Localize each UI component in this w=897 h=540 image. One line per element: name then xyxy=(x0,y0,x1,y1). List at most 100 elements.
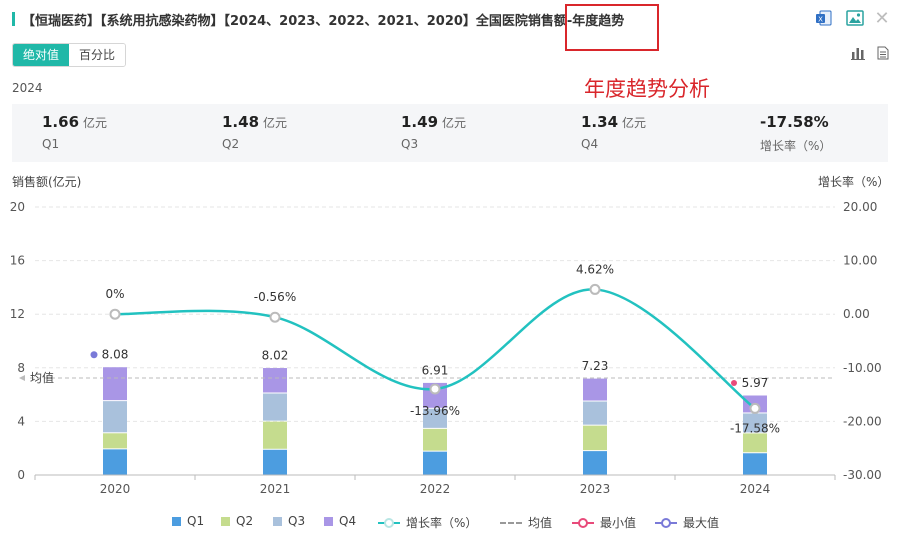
legend-min[interactable]: 最小值 xyxy=(572,514,636,531)
y2-tick-label: -10.00 xyxy=(843,361,882,375)
growth-point xyxy=(269,311,281,323)
legend-label: Q4 xyxy=(339,514,357,528)
bar-q2 xyxy=(103,433,127,449)
summary-unit: 亿元 xyxy=(263,116,288,130)
q4-swatch xyxy=(324,516,333,526)
summary-unit: 亿元 xyxy=(442,116,467,130)
bar-q3 xyxy=(583,401,607,425)
value-mode-toggle: 绝对值 百分比 xyxy=(12,43,127,67)
total-label: 7.23 xyxy=(582,359,609,373)
bar-q2 xyxy=(583,425,607,451)
bar-q1 xyxy=(743,453,767,475)
bar-q1 xyxy=(583,451,607,475)
summary-label: Q1 xyxy=(42,137,60,151)
min-marker-icon xyxy=(572,517,594,529)
average-marker-icon xyxy=(19,374,25,381)
close-icon[interactable]: ✕ xyxy=(874,7,890,29)
growth-line xyxy=(114,288,756,410)
growth-line-icon xyxy=(378,517,400,529)
bar-q2 xyxy=(423,428,447,451)
image-export-icon[interactable] xyxy=(845,8,865,28)
legend-average[interactable]: 均值 xyxy=(500,514,552,531)
legend-label: Q2 xyxy=(236,514,254,528)
summary-q2: 1.48 亿元 Q2 xyxy=(222,112,287,151)
summary-panel: 1.66 亿元 Q1 1.48 亿元 Q2 1.49 亿元 Q3 1.34 亿元 Q4 … xyxy=(12,104,888,162)
bar-q2 xyxy=(263,421,287,449)
x-tick-label: 2020 xyxy=(100,482,131,496)
legend-q1[interactable]: Q1 xyxy=(172,514,204,528)
legend-label: 均值 xyxy=(528,516,553,530)
y-axis-title: 销售额(亿元) xyxy=(12,175,82,189)
bar-q3 xyxy=(103,401,127,433)
summary-value: -17.58% xyxy=(760,113,829,131)
bar-q2 xyxy=(743,433,767,453)
y2-tick-label: 10.00 xyxy=(843,254,877,268)
summary-label: Q3 xyxy=(401,137,419,151)
y-tick-label: 4 xyxy=(17,414,25,428)
growth-point xyxy=(429,383,441,395)
summary-unit: 亿元 xyxy=(83,116,108,130)
summary-growth: -17.58% 增长率（%） xyxy=(760,112,831,154)
growth-label: -17.58% xyxy=(730,421,780,435)
title-accent-mark xyxy=(12,12,15,26)
average-label: 均值 xyxy=(30,370,54,385)
bar-q3 xyxy=(743,413,767,433)
q3-swatch xyxy=(273,516,282,526)
bar-chart-icon[interactable] xyxy=(849,46,867,64)
bar-q1 xyxy=(263,449,287,475)
summary-label: 增长率（%） xyxy=(760,139,832,153)
summary-value: 1.66 xyxy=(42,113,80,131)
bar-q1 xyxy=(423,451,447,475)
percentage-tab[interactable]: 百分比 xyxy=(69,44,126,66)
legend-label: Q3 xyxy=(288,514,306,528)
sales-trend-chart: 0 4 8 12 16 20 -30.00 -20.00 -10.00 0.00 10.00 20.0… xyxy=(10,200,882,496)
y-tick-label: 16 xyxy=(10,254,25,268)
max-marker xyxy=(90,351,98,359)
legend-q3[interactable]: Q3 xyxy=(273,514,305,528)
y2-axis-title: 增长率（%） xyxy=(818,175,890,189)
bar-q4 xyxy=(583,378,607,401)
svg-text:X: X xyxy=(818,16,823,24)
growth-label: 0% xyxy=(105,287,124,301)
average-line-icon xyxy=(500,517,522,529)
growth-point xyxy=(589,283,601,295)
growth-label: -13.96% xyxy=(410,404,460,418)
growth-label: 4.62% xyxy=(576,262,614,276)
y2-tick-label: -20.00 xyxy=(843,414,882,428)
y-tick-label: 8 xyxy=(17,361,25,375)
legend-label: Q1 xyxy=(187,514,205,528)
summary-year: 2024 xyxy=(12,81,43,95)
title-bar: 【恒瑞医药】【系统用抗感染药物】【2024、2023、2022、2021、202… xyxy=(0,0,897,51)
total-label: 8.08 xyxy=(102,348,129,362)
growth-point xyxy=(749,402,761,414)
summary-q1: 1.66 亿元 Q1 xyxy=(42,112,107,151)
y2-tick-label: 0.00 xyxy=(843,307,870,321)
summary-label: Q2 xyxy=(222,137,240,151)
y2-tick-label: -30.00 xyxy=(843,468,882,482)
y2-tick-label: 20.00 xyxy=(843,200,877,214)
bar-q4 xyxy=(263,368,287,393)
legend-q4[interactable]: Q4 xyxy=(324,514,356,528)
growth-label: -0.56% xyxy=(254,290,296,304)
y-tick-label: 0 xyxy=(17,468,25,482)
summary-label: Q4 xyxy=(581,137,599,151)
legend-max[interactable]: 最大值 xyxy=(655,514,719,531)
min-marker xyxy=(731,380,737,387)
growth-point xyxy=(109,308,121,320)
document-icon[interactable] xyxy=(874,46,892,64)
absolute-value-tab[interactable]: 绝对值 xyxy=(13,44,70,66)
summary-value: 1.34 xyxy=(581,113,619,131)
highlight-box xyxy=(565,4,659,51)
bar-q4 xyxy=(103,367,127,401)
excel-export-icon[interactable]: X xyxy=(814,8,834,28)
total-label: 6.91 xyxy=(422,363,449,377)
x-tick-label: 2024 xyxy=(740,482,771,496)
q2-swatch xyxy=(221,516,230,526)
legend-q2[interactable]: Q2 xyxy=(221,514,253,528)
legend-growth[interactable]: 增长率（%） xyxy=(378,514,477,531)
x-tick-label: 2023 xyxy=(580,482,611,496)
summary-value: 1.49 xyxy=(401,113,439,131)
bar-q1 xyxy=(103,449,127,475)
bar-q3 xyxy=(263,393,287,421)
y-tick-label: 12 xyxy=(10,307,25,321)
